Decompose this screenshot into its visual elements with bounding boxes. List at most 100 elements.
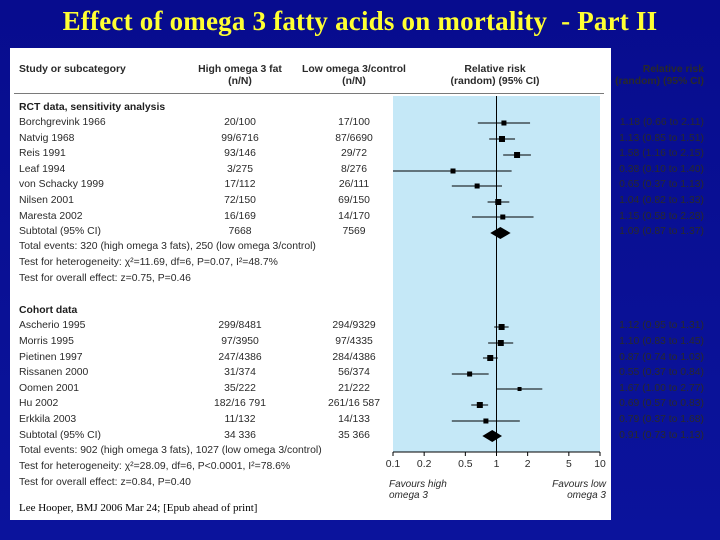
- header-relative-risk: Relative risk (random) (95% CI): [420, 64, 570, 88]
- x-tick-label: 1: [494, 459, 500, 470]
- table-cell-high: 97/3950: [221, 336, 259, 347]
- point-estimate-marker: [501, 120, 507, 126]
- subtotal-diamond: [490, 227, 511, 239]
- table-row-study: Leaf 1994: [19, 164, 66, 175]
- header-rr-line2: (random) (95% CI): [450, 76, 540, 87]
- table-cell-ci: 1.15 (0.58 to 2.28): [619, 211, 704, 222]
- table-cell-ci: 0.38 (0.10 to 1.40): [619, 164, 704, 175]
- subtotal-high: 34 336: [224, 430, 256, 441]
- point-estimate-marker: [500, 214, 506, 220]
- x-tick-label: 5: [566, 459, 572, 470]
- table-cell-high: 299/8481: [218, 320, 262, 331]
- point-estimate-marker: [483, 418, 489, 424]
- favours-low-line2: omega 3: [567, 490, 606, 501]
- table-row-study: Ascherio 1995: [19, 320, 86, 331]
- header-high-line2: (n/N): [228, 76, 252, 87]
- heterogeneity-text: Test for heterogeneity: χ²=28.09, df=6, …: [19, 461, 291, 472]
- total-events-text: Total events: 902 (high omega 3 fats), 1…: [19, 445, 322, 456]
- table-cell-low: 261/16 587: [327, 398, 380, 409]
- subtotal-low: 35 366: [338, 430, 370, 441]
- table-row-study: Borchgrevink 1966: [19, 117, 106, 128]
- header-low-line2: (n/N): [342, 76, 366, 87]
- table-cell-low: 56/374: [338, 367, 370, 378]
- x-tick-label: 0.2: [417, 459, 432, 470]
- table-cell-ci: 0.55 (0.37 to 0.84): [619, 367, 704, 378]
- table-cell-high: 3/275: [226, 164, 253, 175]
- table-row-study: Maresta 2002: [19, 211, 83, 222]
- table-row-study: von Schacky 1999: [19, 179, 104, 190]
- table-cell-high: 182/16 791: [213, 398, 266, 409]
- table-row-study: Reis 1991: [19, 148, 66, 159]
- point-estimate-marker: [467, 371, 473, 377]
- table-cell-low: 26/111: [338, 179, 370, 190]
- table-cell-high: 99/6716: [221, 133, 259, 144]
- table-cell-ci: 0.69 (0.57 to 0.83): [619, 398, 704, 409]
- x-tick-label: 0.5: [458, 459, 473, 470]
- table-cell-high: 93/146: [224, 148, 256, 159]
- slide-title: Effect of omega 3 fatty acids on mortali…: [62, 6, 658, 36]
- subtotal-diamond: [482, 430, 502, 442]
- table-cell-low: 14/133: [338, 414, 370, 425]
- table-cell-low: 17/100: [338, 117, 370, 128]
- favours-high-line1: Favours high: [389, 479, 447, 490]
- table-cell-low: 87/6690: [335, 133, 373, 144]
- table-cell-low: 294/9329: [332, 320, 376, 331]
- table-cell-ci: 1.04 (0.82 to 1.33): [619, 195, 704, 206]
- header-divider: [14, 93, 604, 94]
- favours-low-line1: Favours low: [552, 479, 606, 490]
- table-cell-high: 72/150: [224, 195, 256, 206]
- table-cell-ci: 1.67 (1.00 to 2.77): [619, 383, 704, 394]
- point-estimate-marker: [487, 355, 494, 361]
- point-estimate-marker: [498, 324, 505, 330]
- subtotal-ci: 1.09 (0.87 to 1.37): [619, 226, 704, 237]
- table-cell-high: 20/100: [224, 117, 256, 128]
- table-cell-ci: 0.65 (0.37 to 1.13): [619, 179, 704, 190]
- table-cell-high: 11/132: [224, 414, 256, 425]
- table-cell-low: 284/4386: [332, 352, 376, 363]
- table-cell-low: 14/170: [338, 211, 370, 222]
- table-cell-ci: 1.13 (0.85 to 1.51): [619, 133, 704, 144]
- table-cell-low: 69/150: [338, 195, 370, 206]
- header-low-line1: Low omega 3/control: [302, 64, 406, 75]
- favours-low-label: Favours low omega 3: [526, 479, 606, 501]
- table-cell-ci: 1.12 (0.95 to 1.31): [619, 320, 704, 331]
- overall-effect-text: Test for overall effect: z=0.84, P=0.40: [19, 477, 191, 488]
- table-row-study: Hu 2002: [19, 398, 59, 409]
- table-cell-ci: 1.58 (1.16 to 2.15): [619, 148, 704, 159]
- point-estimate-marker: [498, 136, 505, 142]
- table-cell-ci: 1.10 (0.83 to 1.45): [619, 336, 704, 347]
- header-rr-line1: Relative risk: [464, 64, 526, 75]
- subtotal-high: 7668: [228, 226, 252, 237]
- table-row-study: Natvig 1968: [19, 133, 75, 144]
- table-row-study: Erkkila 2003: [19, 414, 77, 425]
- favours-high-label: Favours high omega 3: [389, 479, 447, 501]
- overall-effect-text: Test for overall effect: z=0.75, P=0.46: [19, 273, 191, 284]
- table-cell-ci: 0.87 (0.74 to 1.03): [619, 352, 704, 363]
- point-estimate-marker: [514, 152, 521, 158]
- table-cell-high: 16/169: [224, 211, 256, 222]
- header-study: Study or subcategory: [19, 64, 126, 75]
- table-row-study: Oomen 2001: [19, 383, 80, 394]
- table-cell-low: 97/4335: [335, 336, 373, 347]
- subtotal-label: Subtotal (95% CI): [19, 226, 102, 237]
- point-estimate-marker: [497, 340, 504, 346]
- table-cell-high: 247/4386: [218, 352, 262, 363]
- subtotal-label: Subtotal (95% CI): [19, 430, 102, 441]
- point-estimate-marker: [495, 199, 502, 205]
- table-cell-low: 8/276: [340, 164, 367, 175]
- citation-text: Lee Hooper, BMJ 2006 Mar 24; [Epub ahead…: [19, 502, 258, 514]
- total-events-text: Total events: 320 (high omega 3 fats), 2…: [19, 241, 316, 252]
- table-cell-low: 21/222: [338, 383, 370, 394]
- heterogeneity-text: Test for heterogeneity: χ²=11.69, df=6, …: [19, 257, 278, 268]
- table-cell-low: 29/72: [340, 148, 367, 159]
- section-title-rct: RCT data, sensitivity analysis: [19, 102, 166, 113]
- table-row-study: Morris 1995: [19, 336, 74, 347]
- table-cell-ci: 1.18 (0.66 to 2.11): [619, 117, 704, 128]
- point-estimate-marker: [450, 168, 456, 174]
- x-tick-label: 2: [525, 459, 531, 470]
- section-title-cohort: Cohort data: [19, 305, 78, 316]
- favours-high-line2: omega 3: [389, 490, 428, 501]
- table-cell-high: 31/374: [224, 367, 256, 378]
- table-cell-high: 17/112: [224, 179, 256, 190]
